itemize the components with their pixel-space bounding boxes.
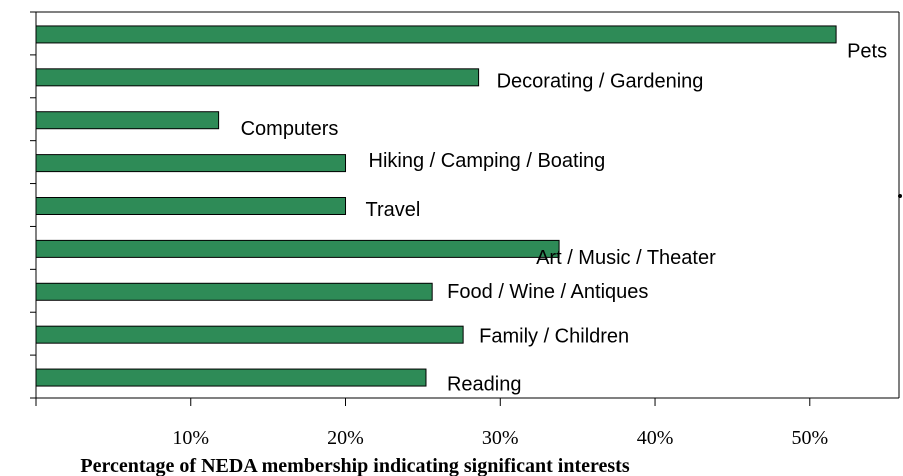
bar	[35, 282, 433, 301]
bar	[35, 154, 347, 173]
bar	[35, 25, 837, 44]
bar	[35, 368, 427, 387]
category-label: Pets	[847, 40, 887, 62]
x-axis-label: Percentage of NEDA membership indicating…	[80, 455, 629, 476]
x-tick-label: 30%	[482, 427, 519, 449]
category-label: Family / Children	[479, 326, 629, 348]
x-tick-label: 10%	[172, 427, 209, 449]
bar	[35, 197, 347, 215]
category-label: Reading	[447, 374, 522, 396]
bar	[35, 111, 220, 130]
category-label: Food / Wine / Antiques	[447, 281, 648, 303]
bar	[35, 325, 464, 344]
x-tick-label: 40%	[637, 427, 674, 449]
category-label: Decorating / Gardening	[497, 70, 704, 92]
category-label: Computers	[241, 118, 339, 140]
category-label: Hiking / Camping / Boating	[369, 150, 606, 172]
category-label: Travel	[366, 199, 421, 221]
bullet	[898, 194, 902, 198]
bar	[35, 239, 560, 258]
category-label: Art / Music / Theater	[536, 247, 716, 269]
bar	[35, 68, 480, 87]
x-tick-label: 20%	[327, 427, 364, 449]
x-tick-label: 50%	[791, 427, 828, 449]
